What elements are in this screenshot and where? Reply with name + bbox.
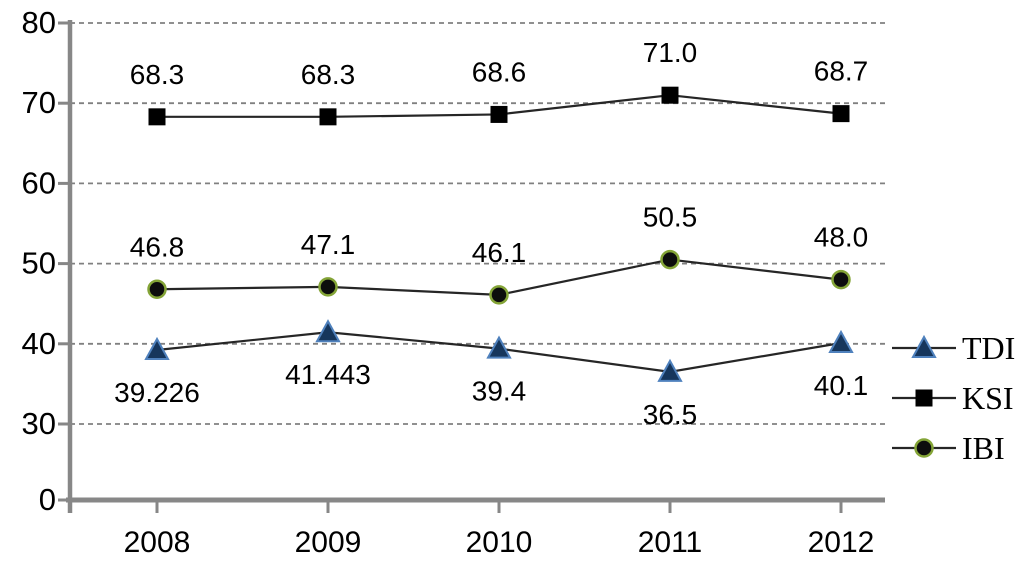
data-label-ibi-2012: 48.0 <box>814 222 869 253</box>
data-label-tdi-2011: 36.5 <box>643 399 698 430</box>
legend-triangle-icon <box>892 334 956 358</box>
x-tick-label-2008: 2008 <box>124 526 191 559</box>
legend-square-icon <box>892 389 956 407</box>
x-tick-label-2012: 2012 <box>808 526 875 559</box>
marker-ibi-2009 <box>318 277 338 297</box>
legend-label-ibi: IBI <box>962 430 1005 466</box>
x-tick-label-2011: 2011 <box>638 526 703 559</box>
marker-tdi-2011 <box>657 358 683 382</box>
marker-ksi-2012 <box>832 105 850 123</box>
y-tick-label-80: 80 <box>22 5 56 40</box>
data-label-ibi-2009: 47.1 <box>301 229 356 260</box>
data-label-ksi-2011: 71.0 <box>643 37 698 68</box>
marker-tdi-2010 <box>486 335 512 359</box>
y-tick-label-0: 0 <box>39 482 56 517</box>
legend-label-ksi: KSI <box>962 380 1014 416</box>
legend-item-ksi: KSI <box>890 373 1015 423</box>
data-label-tdi-2009: 41.443 <box>285 359 371 390</box>
data-label-ksi-2009: 68.3 <box>301 59 356 90</box>
legend-circle-icon <box>892 438 956 458</box>
marker-ksi-2009 <box>319 108 337 126</box>
legend-item-ibi: IBI <box>890 423 1015 473</box>
marker-ksi-2011 <box>661 86 679 104</box>
marker-tdi-2012 <box>828 329 854 353</box>
y-tick-label-60: 60 <box>22 165 56 200</box>
marker-ksi-2010 <box>490 105 508 123</box>
legend-item-tdi: TDI <box>890 323 1015 373</box>
x-tick-label-2009: 2009 <box>295 526 362 559</box>
data-label-ksi-2012: 68.7 <box>814 56 869 87</box>
chart-legend: TDI KSI IBI <box>890 323 1015 473</box>
y-tick-label-50: 50 <box>22 246 56 281</box>
data-label-ibi-2010: 46.1 <box>472 237 527 268</box>
data-label-ibi-2008: 46.8 <box>130 231 185 262</box>
marker-ibi-2012 <box>831 269 851 290</box>
data-label-ibi-2011: 50.5 <box>643 202 698 233</box>
marker-tdi-2009 <box>315 319 341 343</box>
marker-ibi-2011 <box>660 249 680 270</box>
marker-tdi-2008 <box>144 336 170 361</box>
data-label-ksi-2008: 68.3 <box>130 59 185 90</box>
x-tick-label-2010: 2010 <box>466 526 533 559</box>
data-label-ksi-2010: 68.6 <box>472 56 527 87</box>
marker-ibi-2010 <box>489 285 509 305</box>
y-tick-label-30: 30 <box>22 406 56 441</box>
marker-ksi-2008 <box>148 108 166 126</box>
data-label-tdi-2012: 40.1 <box>814 370 869 401</box>
y-tick-label-40: 40 <box>22 326 56 361</box>
data-label-tdi-2010: 39.4 <box>472 376 527 407</box>
data-label-tdi-2008: 39.226 <box>114 377 200 408</box>
legend-label-tdi: TDI <box>962 330 1016 366</box>
y-tick-label-70: 70 <box>22 85 56 120</box>
marker-ibi-2008 <box>147 279 167 300</box>
